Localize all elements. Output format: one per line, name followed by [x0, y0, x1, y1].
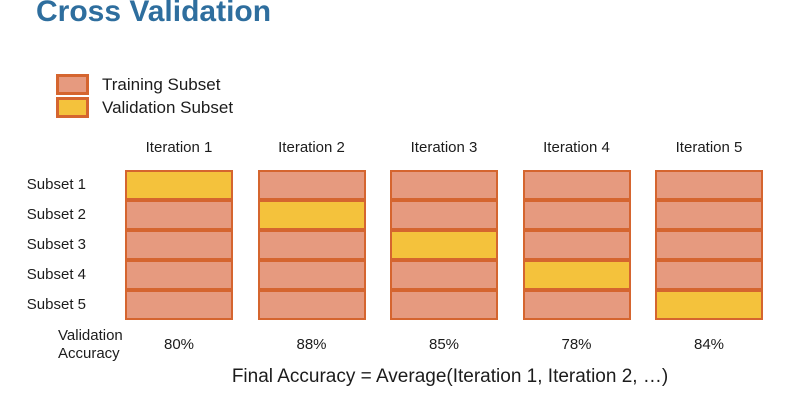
iteration-header-1: Iteration 1	[145, 139, 213, 156]
validation-cell-iter1-subset1	[125, 170, 233, 200]
training-cell-iter3-subset4	[390, 260, 498, 290]
training-cell-iter3-subset2	[390, 200, 498, 230]
cv-grid	[125, 170, 763, 320]
training-cell-iter3-subset5	[390, 290, 498, 320]
accuracy-value-1: 80%	[163, 336, 195, 353]
training-cell-iter2-subset4	[257, 260, 366, 290]
training-cell-iter5-subset3	[655, 230, 763, 260]
iteration-column-5	[655, 170, 763, 320]
subset-label-1: Subset 1	[26, 176, 86, 193]
training-cell-iter2-subset5	[257, 290, 366, 320]
iteration-headers: Iteration 1 Iteration 2 Iteration 3 Iterati…	[125, 139, 763, 156]
training-cell-iter5-subset4	[655, 260, 763, 290]
legend-item-training: Training Subset	[56, 73, 233, 96]
subset-labels: Subset 1 Subset 2 Subset 3 Subset 4 Subset 5	[0, 170, 86, 320]
accuracy-value-2: 88%	[296, 336, 327, 353]
legend-item-validation: Validation Subset	[56, 96, 233, 119]
training-cell-iter1-subset2	[125, 200, 233, 230]
training-swatch-icon	[56, 74, 89, 95]
validation-swatch-icon	[56, 97, 89, 118]
iteration-header-4: Iteration 4	[543, 139, 610, 156]
iteration-column-3	[390, 170, 498, 320]
training-cell-iter4-subset5	[522, 290, 631, 320]
validation-cell-iter3-subset3	[390, 230, 498, 260]
subset-label-4: Subset 4	[26, 266, 86, 283]
subset-label-3: Subset 3	[26, 236, 86, 253]
training-cell-iter4-subset1	[522, 170, 631, 200]
training-cell-iter5-subset1	[655, 170, 763, 200]
page-title: Cross Validation	[36, 0, 272, 28]
validation-cell-iter2-subset2	[257, 200, 366, 230]
subset-label-5: Subset 5	[26, 296, 86, 313]
iteration-header-5: Iteration 5	[675, 139, 743, 156]
iteration-header-3: Iteration 3	[410, 139, 478, 156]
legend-label-validation: Validation Subset	[102, 97, 234, 117]
training-cell-iter1-subset3	[125, 230, 233, 260]
validation-accuracy-label-line2: Accuracy	[58, 345, 120, 362]
iteration-column-2	[257, 170, 366, 320]
training-cell-iter4-subset2	[522, 200, 631, 230]
accuracy-value-3: 85%	[428, 336, 460, 353]
subset-label-2: Subset 2	[26, 206, 86, 223]
training-cell-iter1-subset4	[125, 260, 233, 290]
iteration-column-4	[522, 170, 631, 320]
validation-accuracy-label: Validation Accuracy	[58, 327, 123, 363]
training-cell-iter2-subset1	[257, 170, 366, 200]
validation-cell-iter5-subset5	[655, 290, 763, 320]
legend-label-training: Training Subset	[102, 74, 221, 94]
validation-cell-iter4-subset4	[522, 260, 631, 290]
validation-accuracy-label-line1: Validation	[58, 327, 123, 344]
accuracy-value-4: 78%	[561, 336, 592, 353]
training-cell-iter1-subset5	[125, 290, 233, 320]
training-cell-iter4-subset3	[522, 230, 631, 260]
iteration-header-2: Iteration 2	[278, 139, 345, 156]
training-cell-iter5-subset2	[655, 200, 763, 230]
iteration-column-1	[125, 170, 233, 320]
accuracy-values: 80% 88% 85% 78% 84%	[125, 336, 763, 353]
training-cell-iter2-subset3	[257, 230, 366, 260]
training-cell-iter3-subset1	[390, 170, 498, 200]
final-accuracy-formula: Final Accuracy = Average(Iteration 1, It…	[231, 366, 669, 387]
legend: Training Subset Validation Subset	[56, 73, 233, 119]
accuracy-value-5: 84%	[693, 336, 725, 353]
